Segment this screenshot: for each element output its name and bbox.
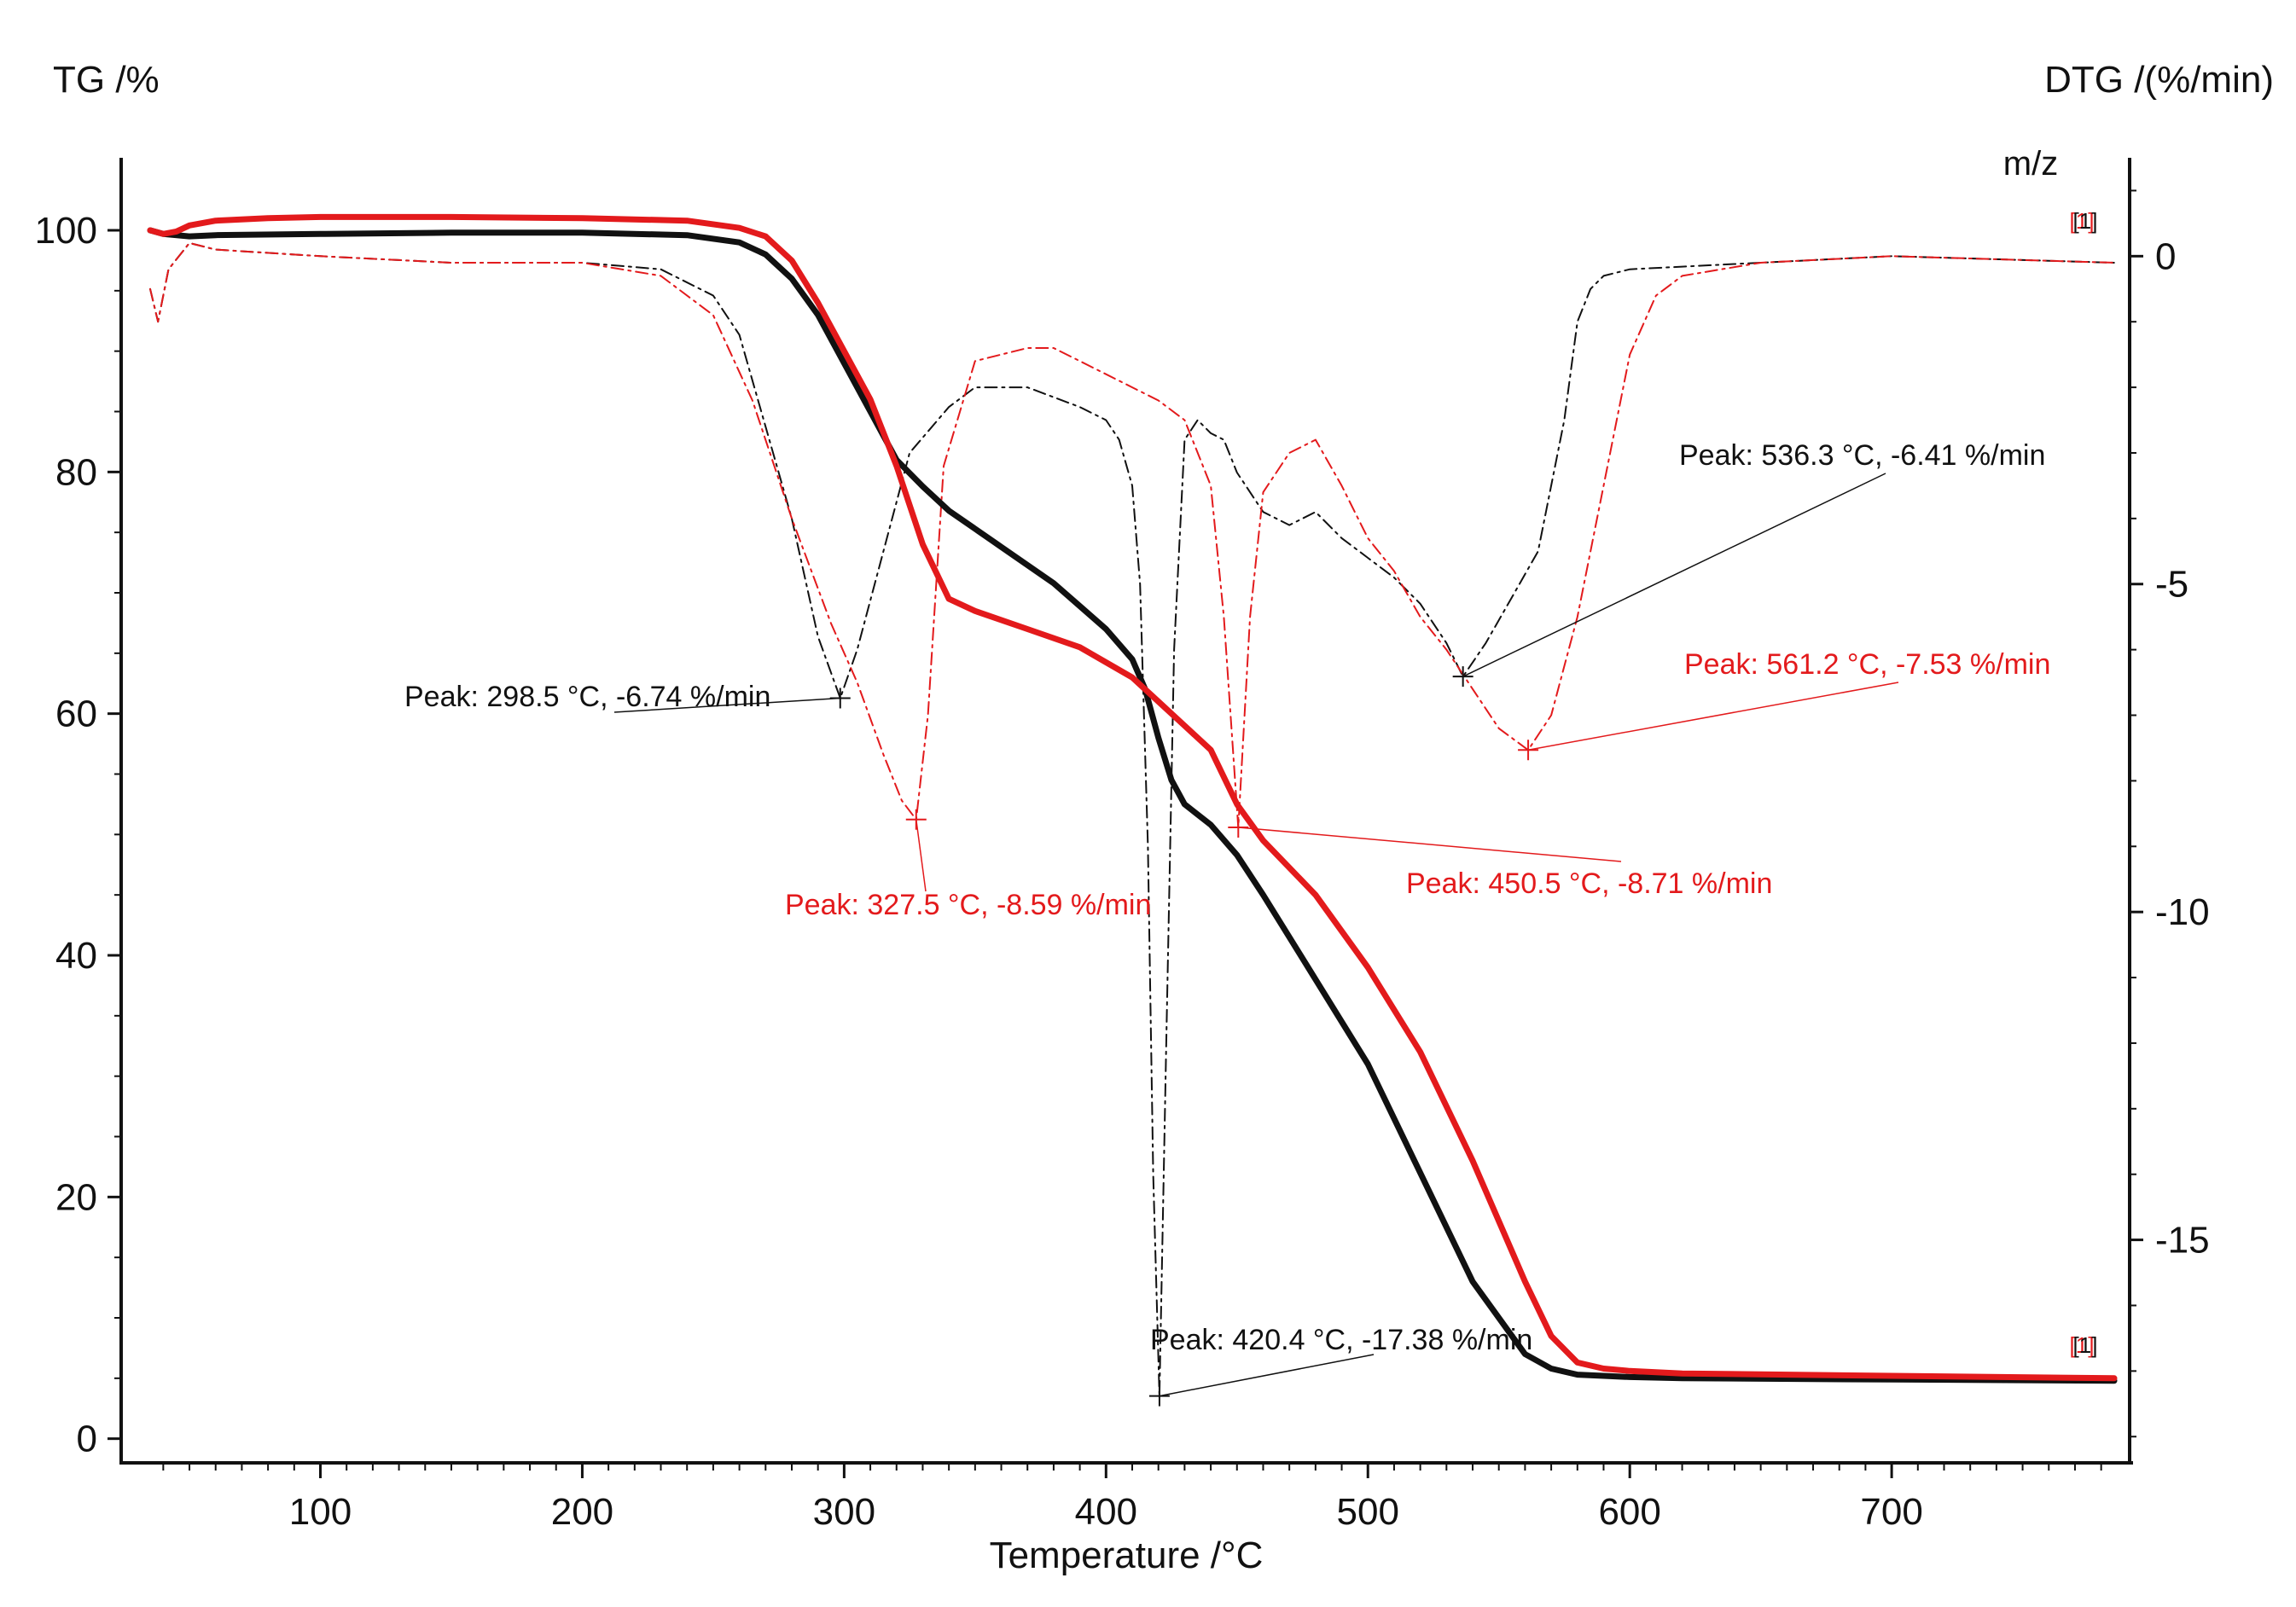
x-axis-title: Temperature /°C: [990, 1534, 1264, 1576]
tg-red-line: [147, 213, 2118, 1382]
dtg-red-line: [149, 241, 2115, 828]
peak-marker: [1148, 1385, 1170, 1407]
x-tick-label: 100: [289, 1491, 352, 1533]
tg-black-line: [147, 227, 2118, 1384]
y-right-tick-label: -15: [2155, 1220, 2210, 1262]
peak-label: Peak: 450.5 °C, -8.71 %/min: [1406, 867, 1772, 900]
x-tick-label: 500: [1337, 1491, 1399, 1533]
right-axis-note: m/z: [2003, 145, 2058, 183]
y-left-tick-label: 100: [35, 210, 97, 252]
axis-ticks: 100 200 300 400 500 600 700 0 20 40 60 80 100 0 -5 -10 -…: [35, 189, 2210, 1533]
end-marker-label: [1]: [2070, 208, 2095, 234]
y-left-tick-label: 60: [55, 693, 97, 735]
peak-leader-line: [613, 697, 840, 713]
peak-marker: [1518, 740, 1539, 761]
end-marker-label: [1]: [2073, 1332, 2098, 1358]
y-right-tick-label: -5: [2155, 564, 2188, 606]
peak-label: Peak: 536.3 °C, -6.41 %/min: [1679, 439, 2045, 472]
peak-label: Peak: 420.4 °C, -17.38 %/min: [1150, 1324, 1532, 1356]
peak-marker: [829, 687, 851, 709]
peak-marker: [1452, 666, 1474, 687]
peak-label: Peak: 298.5 °C, -6.74 %/min: [404, 681, 770, 713]
peak-marker: [905, 809, 927, 830]
y-left-tick-label: 20: [55, 1176, 97, 1218]
left-axis-title: TG /%: [53, 59, 160, 101]
y-left-tick-label: 0: [77, 1418, 97, 1460]
peak-marker: [1228, 816, 1249, 838]
x-tick-label: 400: [1075, 1491, 1137, 1533]
dtg-black-line: [149, 241, 2115, 1397]
y-right-tick-label: -10: [2155, 891, 2210, 933]
peak-label: Peak: 561.2 °C, -7.53 %/min: [1684, 648, 2050, 681]
y-left-tick-label: 40: [55, 935, 97, 977]
y-right-tick-label: 0: [2155, 235, 2176, 277]
end-marker-label: [1]: [2073, 208, 2098, 234]
right-axis-title: DTG /(%/min): [2044, 59, 2274, 101]
x-tick-label: 700: [1860, 1491, 1922, 1533]
x-tick-label: 600: [1598, 1491, 1660, 1533]
x-tick-label: 300: [813, 1491, 875, 1533]
peak-leader-line: [1238, 827, 1622, 862]
chart-series: [147, 213, 2118, 1397]
end-marker-label: [1]: [2070, 1332, 2095, 1358]
peak-label: Peak: 327.5 °C, -8.59 %/min: [785, 889, 1151, 921]
x-tick-label: 200: [551, 1491, 613, 1533]
end-markers: [1][1][1][1]: [2070, 208, 2098, 1358]
y-left-tick-label: 80: [55, 451, 97, 493]
peak-leader-line: [1462, 473, 1886, 677]
peak-leader-line: [915, 819, 927, 892]
peak-annotations: Peak: 298.5 °C, -6.74 %/min Peak: 420.4 °…: [404, 439, 2050, 1407]
peak-leader-line: [1159, 1354, 1375, 1397]
peak-leader-line: [1527, 682, 1899, 751]
